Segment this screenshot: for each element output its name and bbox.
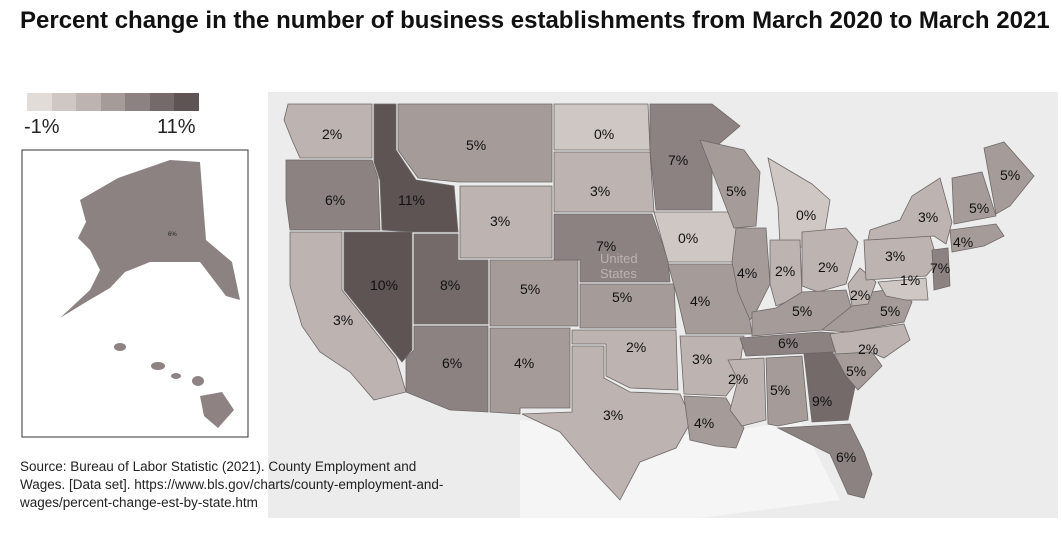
state-value-label: 0% <box>594 126 614 142</box>
state-value-label: 3% <box>885 248 905 264</box>
state-value-label: 9% <box>812 393 832 409</box>
alaska-value-label: 6% <box>168 232 177 238</box>
state-value-label: 3% <box>490 213 510 229</box>
state-value-label: 5% <box>969 200 989 216</box>
state-value-label: 5% <box>792 303 812 319</box>
state-az <box>405 325 489 413</box>
legend-swatch <box>27 93 52 111</box>
state-nc <box>829 323 911 359</box>
state-value-label: 2% <box>858 341 878 357</box>
state-value-label: 6% <box>836 449 856 465</box>
state-mt <box>397 103 553 183</box>
state-wa <box>283 103 373 159</box>
country-watermark-line1: United <box>600 251 638 266</box>
country-watermark-line2: States <box>600 266 637 281</box>
state-value-label: 5% <box>770 382 790 398</box>
hawaii-islands <box>114 343 234 428</box>
state-value-label: 10% <box>370 277 398 293</box>
state-oh <box>801 227 859 293</box>
state-value-label: 4% <box>694 415 714 431</box>
legend-min-label: -1% <box>24 116 60 138</box>
state-ca <box>289 231 407 401</box>
state-value-label: 0% <box>796 207 816 223</box>
state-wy <box>459 185 553 259</box>
hawaii-island <box>200 392 234 428</box>
state-value-label: 7% <box>930 260 950 276</box>
legend-color-scale <box>27 93 200 111</box>
legend-swatch <box>149 93 175 111</box>
state-value-label: 8% <box>440 277 460 293</box>
state-value-label: 3% <box>590 183 610 199</box>
state-value-label: 2% <box>626 339 646 355</box>
state-ut <box>413 233 489 325</box>
state-ny <box>867 177 953 245</box>
state-value-label: 5% <box>1000 167 1020 183</box>
state-value-label: 5% <box>520 281 540 297</box>
state-value-label: 2% <box>818 259 838 275</box>
state-tx <box>521 345 693 501</box>
legend-swatch <box>100 93 126 111</box>
state-value-label: 1% <box>900 272 920 288</box>
legend-max-label: 11% <box>157 116 196 138</box>
state-value-label: 4% <box>953 234 973 250</box>
hawaii-island <box>171 373 181 379</box>
state-id <box>373 103 459 233</box>
legend-swatch <box>76 93 101 111</box>
state-ar <box>679 335 745 397</box>
state-value-label: 7% <box>668 152 688 168</box>
state-me <box>983 141 1035 215</box>
state-value-label: 2% <box>850 287 870 303</box>
map-title: Percent change in the number of business… <box>20 7 1050 34</box>
state-nm <box>489 327 571 415</box>
state-value-label: 2% <box>728 371 748 387</box>
state-fl <box>776 423 873 499</box>
state-ne <box>553 213 671 283</box>
state-co <box>489 259 579 327</box>
legend-swatch <box>125 93 150 111</box>
state-value-label: 6% <box>778 335 798 351</box>
state-mn <box>649 103 741 211</box>
state-value-label: 5% <box>466 137 486 153</box>
hawaii-island <box>192 376 204 386</box>
state-value-label: 4% <box>737 265 757 281</box>
legend-swatch <box>174 93 200 111</box>
state-sd <box>553 151 655 213</box>
state-value-label: 11% <box>398 192 425 208</box>
state-value-label: 6% <box>325 192 345 208</box>
state-de-md <box>877 277 929 301</box>
state-la <box>683 395 745 449</box>
state-ok <box>571 329 679 391</box>
state-al <box>765 355 809 427</box>
source-note: Source: Bureau of Labor Statistic (2021)… <box>20 459 444 510</box>
state-value-label: 3% <box>692 351 712 367</box>
state-value-label: 3% <box>603 407 623 423</box>
state-vt-nh <box>951 171 997 225</box>
state-value-label: 2% <box>322 126 342 142</box>
state-value-label: 7% <box>596 238 616 254</box>
state-value-label: 3% <box>333 312 353 328</box>
state-ms <box>727 357 767 427</box>
state-or <box>285 159 381 231</box>
state-value-label: 5% <box>846 363 866 379</box>
alaska-shape <box>60 160 240 318</box>
state-value-label: 3% <box>918 209 938 225</box>
state-value-label: 5% <box>726 183 746 199</box>
hawaii-island <box>114 343 126 351</box>
state-value-label: 6% <box>442 355 462 371</box>
state-value-label: 5% <box>880 303 900 319</box>
state-value-label: 5% <box>612 289 632 305</box>
state-value-label: 4% <box>514 355 534 371</box>
hawaii-island <box>151 362 165 370</box>
state-nv <box>343 231 413 363</box>
state-ct-ri-ma <box>949 223 1005 253</box>
legend-swatch <box>51 93 77 111</box>
state-nj <box>931 247 951 291</box>
state-value-label: 2% <box>775 263 795 279</box>
state-wi <box>699 139 761 229</box>
state-ky <box>751 289 853 337</box>
state-value-label: 4% <box>690 293 710 309</box>
state-ks <box>579 283 677 329</box>
state-value-label: 0% <box>678 230 698 246</box>
